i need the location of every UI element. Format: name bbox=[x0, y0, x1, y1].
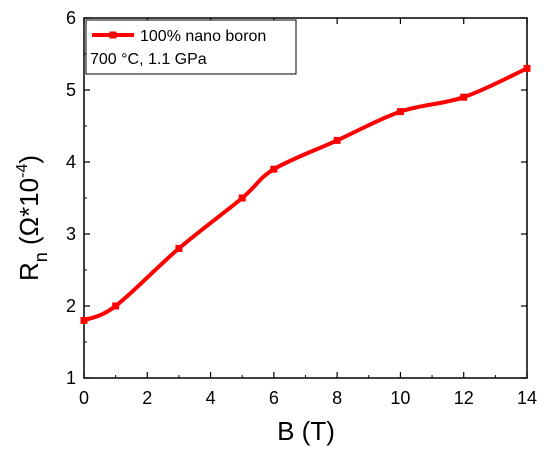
data-point-marker bbox=[175, 244, 183, 252]
x-axis-title: B (T) bbox=[277, 416, 335, 446]
data-point-marker bbox=[238, 194, 246, 202]
legend-box bbox=[85, 19, 297, 75]
x-tick-label: 14 bbox=[517, 388, 537, 408]
legend-series-label: 100% nano boron bbox=[140, 28, 266, 45]
data-point-marker bbox=[333, 136, 341, 144]
y-axis-title-exponent: -4 bbox=[14, 164, 31, 178]
x-tick-label: 4 bbox=[206, 388, 216, 408]
series-line bbox=[83, 66, 528, 323]
y-axis-title-units: (Ω*10 bbox=[14, 178, 44, 252]
y-axis-title-subscript: n bbox=[31, 252, 51, 262]
x-tick-label: 10 bbox=[390, 388, 410, 408]
y-axis-title-close: ) bbox=[14, 155, 44, 164]
x-tick-label: 8 bbox=[332, 388, 342, 408]
condition-annotation: 700 °C, 1.1 GPa bbox=[90, 51, 207, 68]
y-tick-label: 1 bbox=[66, 368, 76, 388]
y-tick-label: 3 bbox=[66, 224, 76, 244]
x-tick-label: 12 bbox=[454, 388, 474, 408]
y-tick-label: 5 bbox=[66, 80, 76, 100]
y-tick-label: 4 bbox=[66, 152, 76, 172]
data-point-marker bbox=[460, 93, 468, 101]
x-tick-label: 6 bbox=[269, 388, 279, 408]
y-tick-label: 6 bbox=[66, 8, 76, 28]
legend-marker-swatch bbox=[109, 31, 117, 39]
y-axis-title-base: R bbox=[14, 262, 44, 281]
x-tick-label: 0 bbox=[79, 388, 89, 408]
y-axis-title: Rn (Ω*10-4) bbox=[14, 155, 51, 281]
data-point-marker bbox=[112, 302, 120, 310]
data-point-marker bbox=[270, 165, 278, 173]
data-point-marker bbox=[523, 64, 531, 72]
data-point-marker bbox=[80, 316, 88, 324]
data-point-marker bbox=[396, 108, 404, 116]
x-tick-label: 2 bbox=[142, 388, 152, 408]
y-tick-label: 2 bbox=[66, 296, 76, 316]
